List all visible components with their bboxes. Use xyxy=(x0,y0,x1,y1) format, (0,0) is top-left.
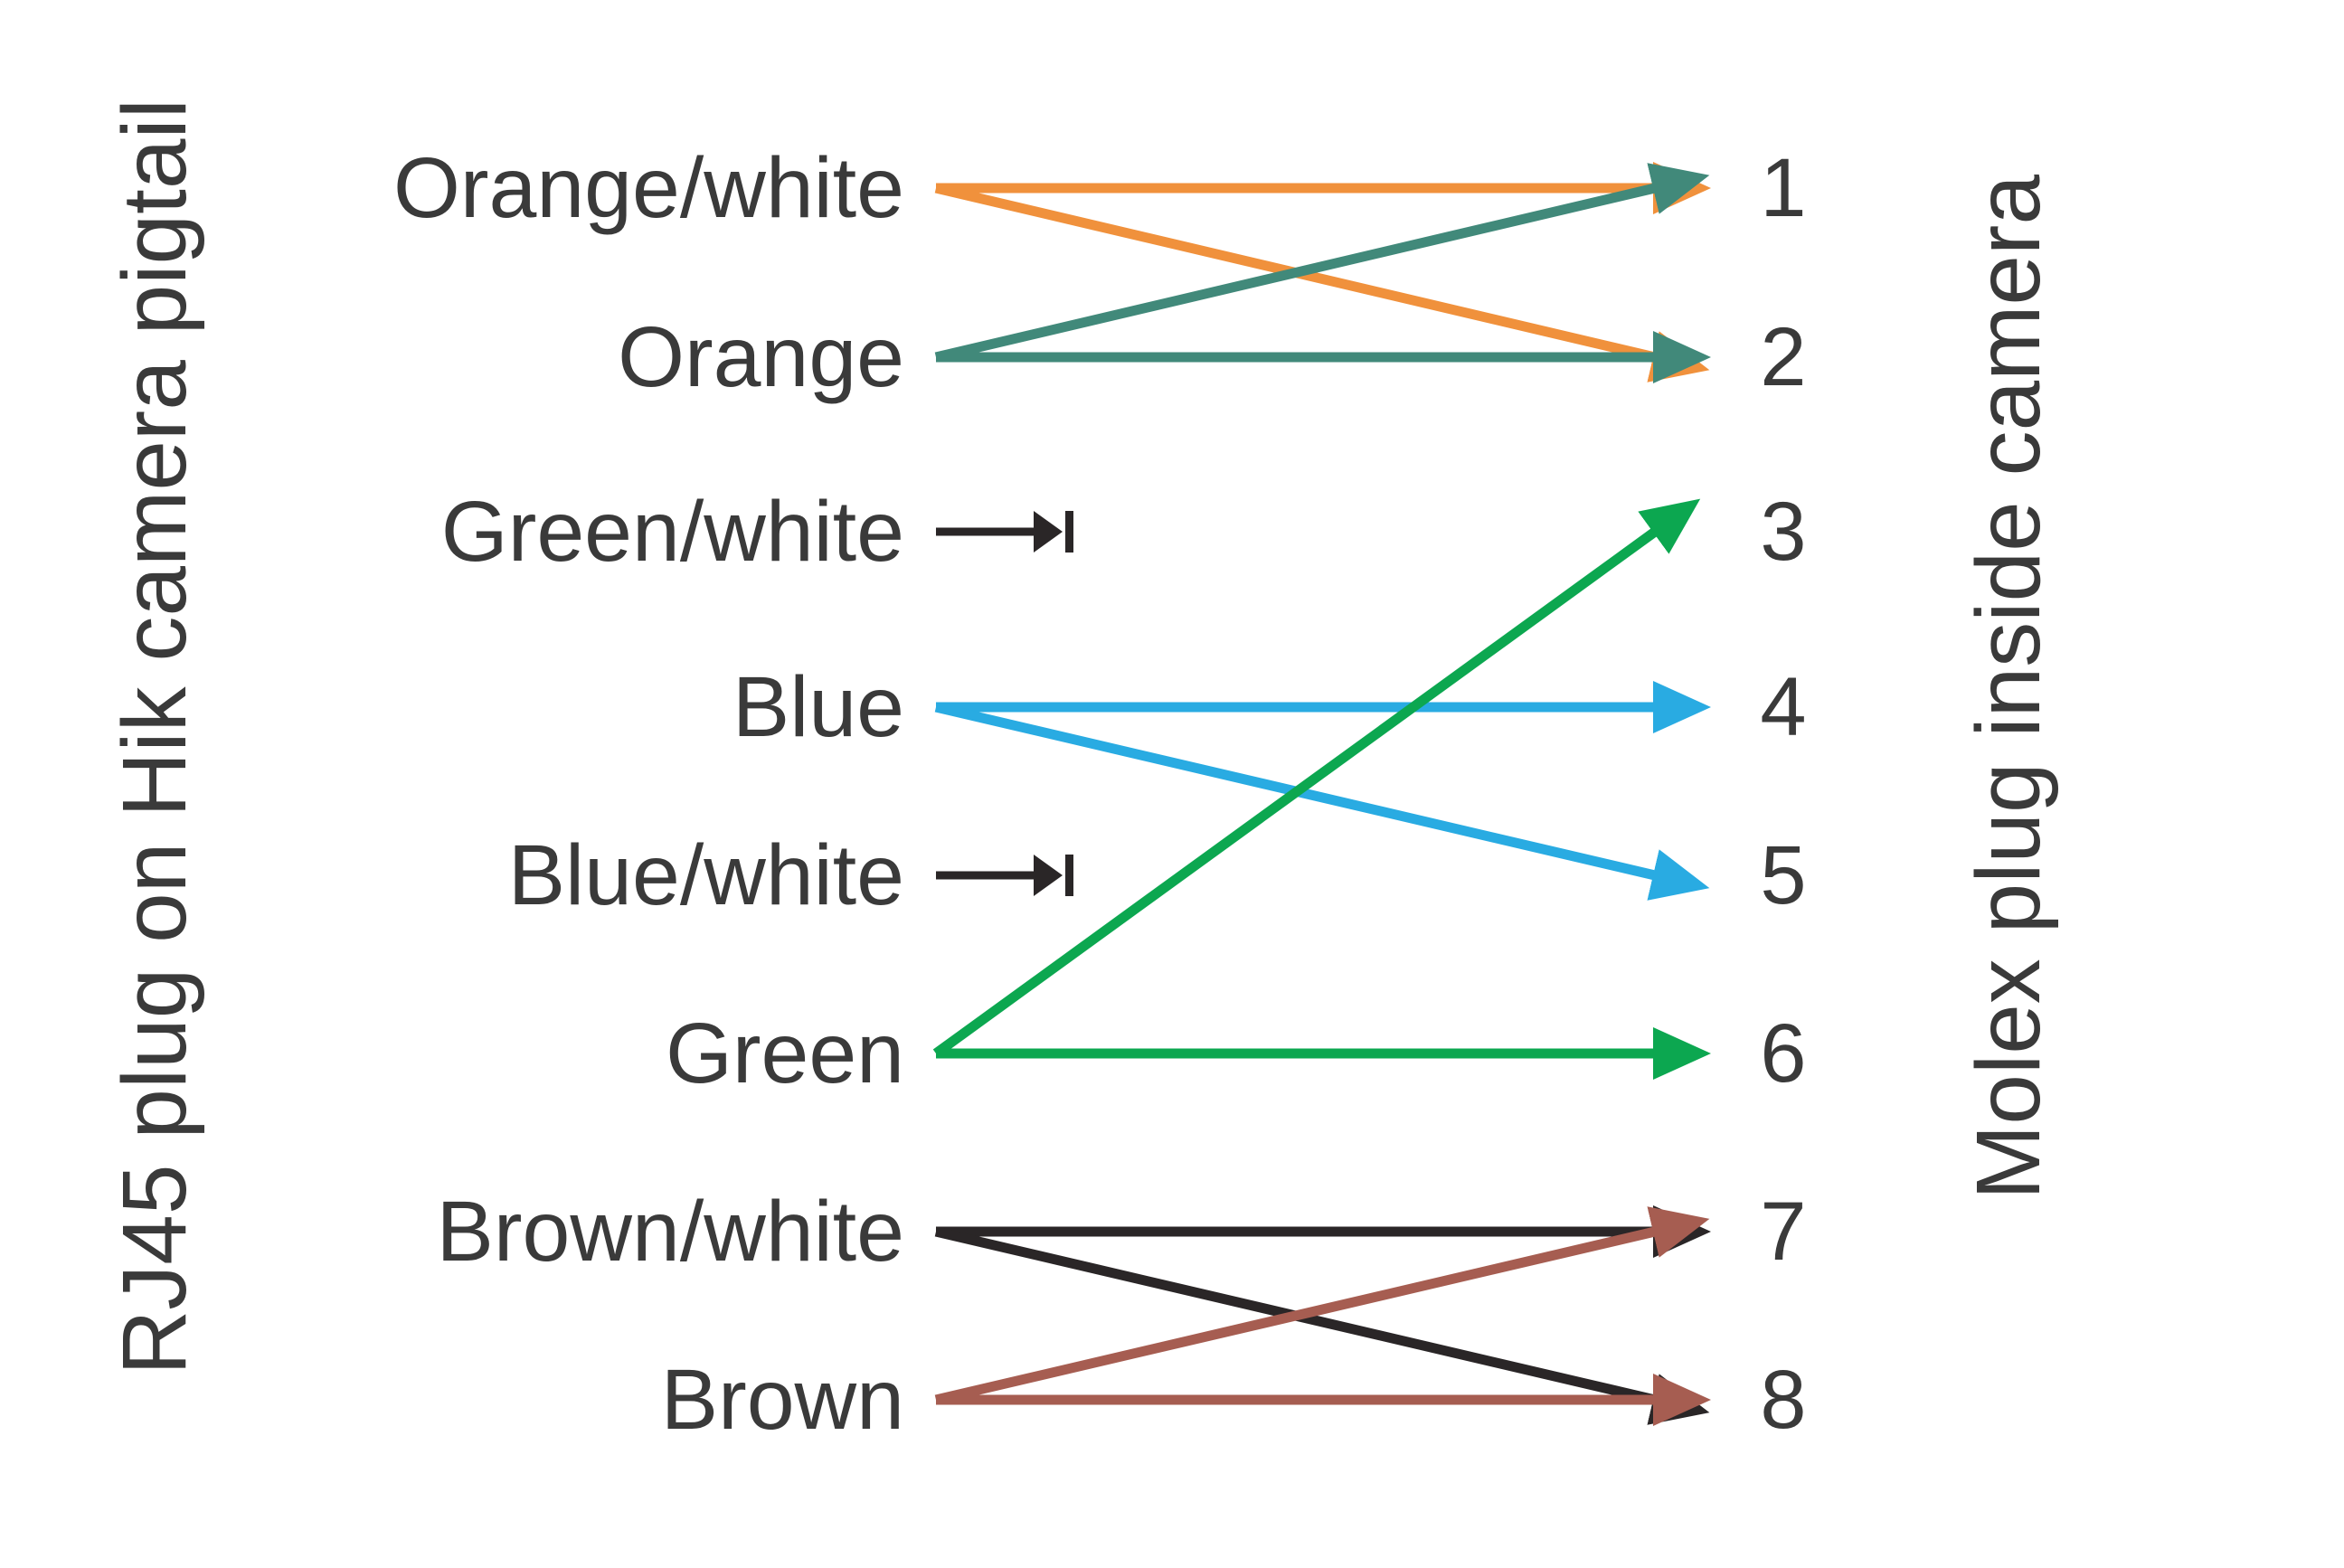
pin-number: 6 xyxy=(1760,1007,1806,1100)
wire-label: Orange/white xyxy=(393,140,904,236)
wire-label: Brown/white xyxy=(437,1184,904,1280)
terminator-bar xyxy=(1065,511,1073,553)
wire-labels: Orange/white Orange Green/white Blue Blue/wh… xyxy=(393,140,904,1448)
wire-label: Green xyxy=(666,1006,904,1101)
connection-line xyxy=(934,1206,1710,1405)
pin-number: 2 xyxy=(1760,311,1806,403)
wire-label: Blue/white xyxy=(508,827,904,923)
pin-number: 3 xyxy=(1760,486,1806,578)
wire-label: Blue xyxy=(732,659,904,755)
left-axis-label: RJ45 plug on Hik camera pigtail xyxy=(104,99,205,1375)
connection-lines xyxy=(932,162,1711,1426)
pin-number: 8 xyxy=(1760,1354,1806,1446)
connection-line xyxy=(932,498,1701,1058)
wire-label: Orange xyxy=(618,309,904,405)
pin-numbers: 1 2 3 4 5 6 7 8 xyxy=(1760,142,1806,1446)
wire-label: Green/white xyxy=(441,484,904,580)
wire-label: Brown xyxy=(661,1352,904,1448)
pin-number: 4 xyxy=(1760,661,1806,753)
terminator-bar xyxy=(1065,855,1073,896)
right-axis-label: Molex plug inside camera xyxy=(1958,175,2059,1200)
pin-number: 7 xyxy=(1760,1185,1806,1278)
connection-line xyxy=(934,163,1710,363)
pin-number: 1 xyxy=(1760,142,1806,234)
pin-number: 5 xyxy=(1760,829,1806,921)
